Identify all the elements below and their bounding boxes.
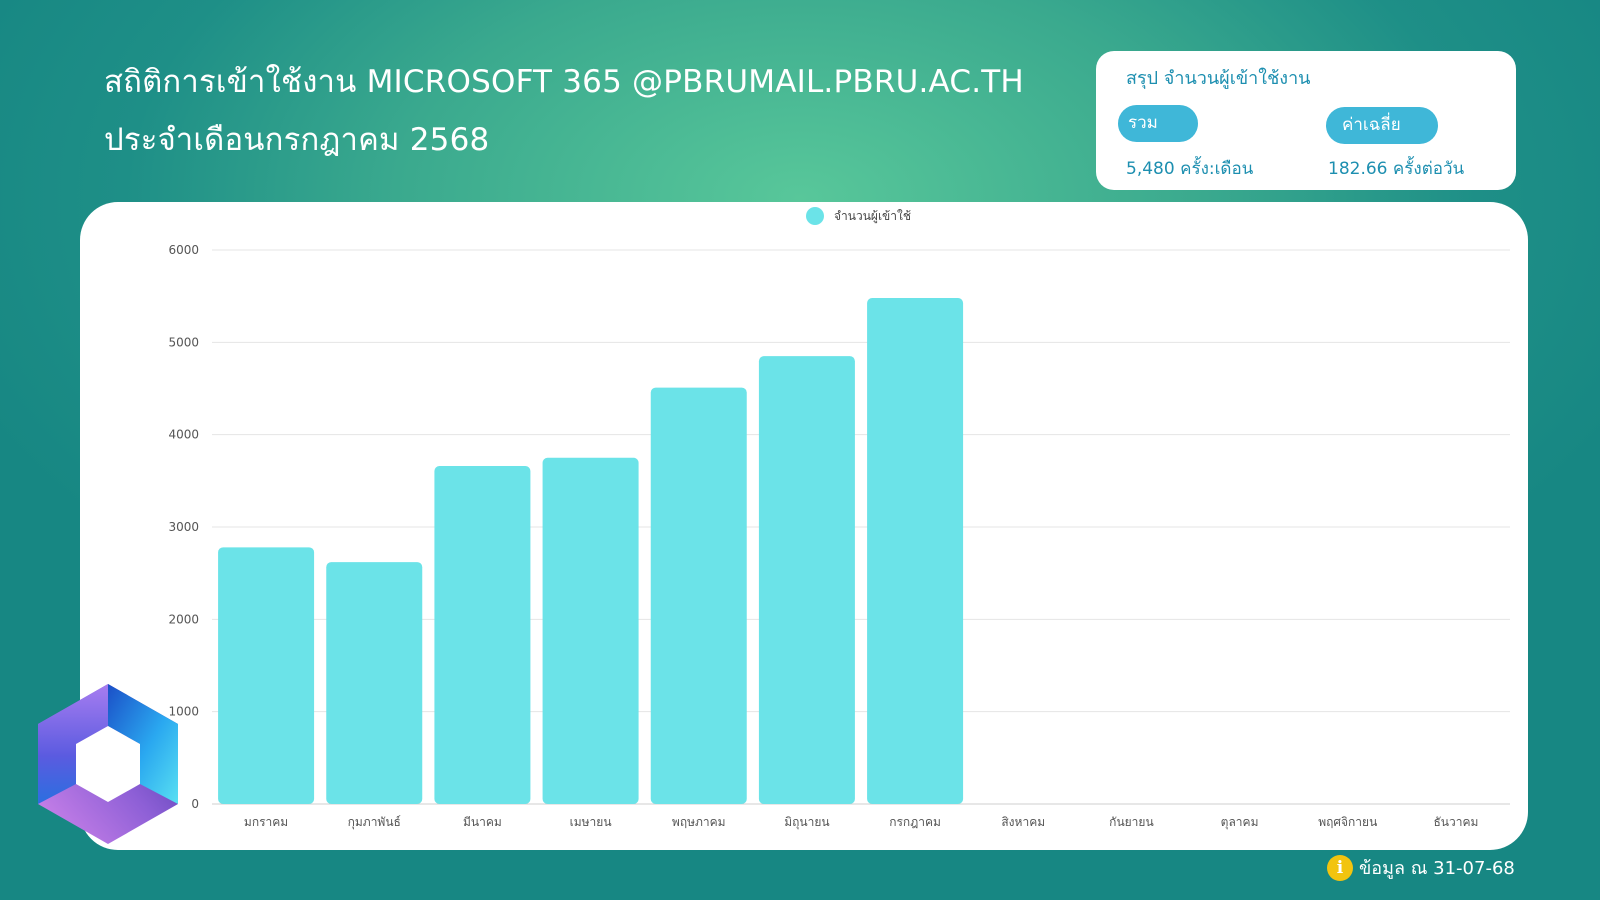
x-tick-label: สิงหาคม (1001, 815, 1045, 829)
legend-swatch (806, 207, 824, 225)
bar (650, 387, 747, 804)
total-badge: รวม (1118, 105, 1198, 142)
y-tick-label: 3000 (168, 520, 199, 534)
y-tick-label: 6000 (168, 243, 199, 257)
data-date-text: ข้อมูล ณ 31-07-68 (1359, 858, 1515, 879)
bar-chart: 0 1000 2000 3000 4000 5000 6000 มกราคม กุมภาพันธ… (168, 207, 1510, 830)
x-tick-label: มกราคม (244, 815, 288, 829)
data-date-note: i ข้อมูล ณ 31-07-68 (1327, 853, 1515, 881)
y-tick-label: 0 (191, 797, 199, 811)
x-tick-label: ธันวาคม (1433, 815, 1478, 829)
summary-title: สรุป จำนวนผู้เข้าใช้งาน (1126, 68, 1311, 89)
x-tick-label: มิถุนายน (784, 815, 829, 830)
bar (218, 547, 315, 804)
x-tick-label: พฤศจิกายน (1318, 815, 1377, 829)
chart-card: 0 1000 2000 3000 4000 5000 6000 มกราคม กุมภาพันธ… (80, 202, 1528, 850)
y-tick-label: 5000 (168, 335, 199, 349)
x-tick-label: มีนาคม (463, 815, 502, 829)
x-tick-label: ตุลาคม (1221, 815, 1259, 830)
average-badge: ค่าเฉลี่ย (1326, 107, 1438, 144)
bar (434, 466, 531, 804)
page-subtitle: ประจำเดือนกรกฎาคม 2568 (104, 122, 490, 158)
microsoft-365-logo-icon (38, 684, 178, 844)
total-value: 5,480 ครั้ง:เดือน (1126, 159, 1254, 179)
bar (326, 562, 423, 804)
x-tick-label: กุมภาพันธ์ (348, 815, 401, 830)
summary-card: สรุป จำนวนผู้เข้าใช้งาน รวม ค่าเฉลี่ย 5,… (1096, 51, 1516, 190)
y-tick-label: 2000 (168, 612, 199, 626)
page-title: สถิติการเข้าใช้งาน MICROSOFT 365 @PBRUMA… (104, 64, 1024, 100)
average-value: 182.66 ครั้งต่อวัน (1328, 159, 1465, 179)
x-tick-label: กรกฎาคม (889, 815, 941, 829)
y-tick-label: 4000 (168, 428, 199, 442)
bar (867, 298, 964, 804)
x-tick-label: กันยายน (1109, 815, 1153, 829)
bar (542, 457, 639, 804)
legend-label: จำนวนผู้เข้าใช้ (834, 209, 911, 224)
x-tick-label: เมษายน (570, 815, 612, 829)
x-tick-label: พฤษภาคม (672, 815, 726, 829)
y-tick-label: 1000 (168, 705, 199, 719)
bar (758, 356, 855, 804)
info-icon: i (1327, 854, 1353, 881)
